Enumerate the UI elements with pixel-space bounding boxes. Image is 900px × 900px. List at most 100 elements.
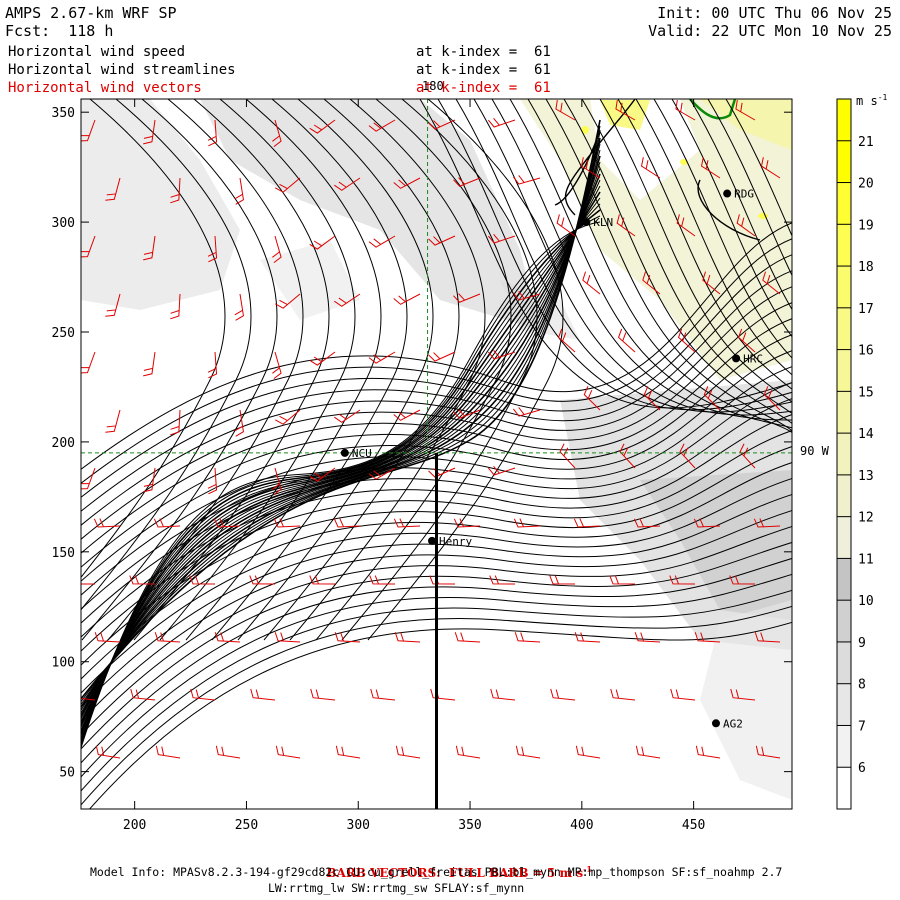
wind-barb	[702, 271, 721, 295]
x-tick-label: 200	[123, 818, 146, 833]
wind-barb	[549, 575, 576, 585]
streamline	[89, 621, 792, 809]
streamline	[81, 221, 601, 750]
wind-barb	[487, 465, 516, 476]
wind-barb	[105, 177, 121, 201]
streamline	[81, 494, 792, 708]
streamline	[81, 131, 601, 706]
colorbar-label: 14	[858, 427, 874, 442]
colorbar-segment	[837, 433, 851, 475]
station-label: AG2	[723, 717, 743, 730]
station-marker	[340, 448, 349, 457]
wind-barb	[700, 157, 721, 179]
wind-barb	[675, 100, 696, 121]
colorbar-label: 11	[858, 552, 874, 567]
wind-barb	[310, 688, 336, 701]
wind-barb	[368, 351, 396, 364]
wind-barb	[309, 467, 336, 482]
streamline	[81, 99, 226, 579]
x-axis: 200 250 300 350 400 450	[123, 99, 705, 833]
colorbar-label: 6	[858, 761, 866, 776]
streamline	[81, 334, 792, 568]
wind-barb	[368, 235, 396, 248]
wind-barb	[575, 745, 601, 759]
station-label: Henry	[439, 535, 472, 548]
streamline	[81, 173, 601, 727]
wind-barb	[574, 632, 601, 643]
y-axis: 50 100 150 200 250 300 350	[52, 106, 792, 781]
wind-barb	[739, 443, 756, 469]
streamline	[81, 125, 601, 703]
station-marker	[428, 536, 437, 545]
wind-barb	[487, 117, 516, 128]
wind-barb	[94, 632, 121, 643]
wind-barb	[643, 386, 661, 411]
wind-barb	[753, 518, 781, 528]
streamline	[509, 99, 792, 429]
coastline	[554, 99, 761, 241]
streamline	[81, 382, 792, 610]
stations: KLN RDG HRC NCU Henry AG2	[340, 188, 763, 730]
wind-barb	[615, 100, 636, 121]
wind-barb	[334, 177, 361, 191]
colorbar-label: 9	[858, 636, 866, 651]
streamline	[263, 99, 460, 641]
streamline	[81, 478, 792, 694]
colorbar-segment	[837, 725, 851, 768]
streamline	[689, 99, 792, 311]
colorbar-label: 7	[858, 719, 866, 734]
wind-barb	[633, 518, 661, 528]
streamline	[81, 197, 601, 738]
wind-barb	[693, 518, 721, 528]
wind-barb	[515, 745, 541, 759]
streamline	[81, 510, 792, 722]
streamline	[455, 99, 792, 413]
wind-barb	[155, 745, 181, 759]
wind-barb	[670, 688, 696, 701]
wind-barb	[640, 157, 661, 179]
forecast-hour: Fcst: 118 h	[5, 22, 114, 40]
wind-barb	[557, 328, 576, 353]
streamline	[81, 238, 792, 484]
wind-barb	[513, 518, 541, 528]
model-title: AMPS 2.67-km WRF SP	[5, 4, 177, 22]
wind-barbs	[81, 100, 781, 759]
wind-barb	[550, 688, 576, 701]
wind-barb	[309, 351, 336, 366]
streamline	[635, 99, 792, 376]
streamline	[81, 541, 792, 750]
wind-barb	[170, 293, 181, 320]
field-streamline-name: Horizontal wind streamlines	[8, 62, 236, 78]
wind-barb	[487, 349, 516, 360]
colorbar-segment	[837, 224, 851, 267]
wind-barb	[95, 745, 121, 759]
wind-barb	[428, 119, 456, 130]
y-tick-label: 50	[59, 766, 75, 781]
wind-barb	[154, 632, 181, 643]
meridian-label: 180	[422, 79, 444, 93]
y-tick-label: 350	[52, 106, 75, 121]
wind-barb	[455, 745, 481, 759]
speed-shading	[81, 99, 792, 800]
wind-barb	[453, 518, 481, 528]
wind-barb	[272, 119, 282, 147]
wind-barb	[609, 575, 636, 585]
wind-barb	[369, 575, 396, 585]
wind-barb	[207, 235, 218, 263]
streamline	[527, 99, 792, 434]
wind-barb	[393, 409, 421, 421]
wind-barb	[514, 632, 541, 643]
station-label: NCU	[352, 447, 372, 460]
valid-time: Valid: 22 UTC Mon 10 Nov 25	[648, 22, 892, 40]
x-tick-label: 300	[347, 818, 370, 833]
barb-note: BARB VECTORS: FULL BARB = 5 m s-1	[318, 850, 592, 880]
streamline	[81, 215, 601, 747]
wind-barb	[676, 214, 696, 237]
model-info-line-2: LW:rrtmg_lw SW:rrtmg_sw SFLAY:sf_mynn	[268, 881, 525, 895]
station-marker	[723, 189, 732, 198]
field-vector-level: at k-index = 61	[416, 80, 551, 96]
wind-barb	[368, 119, 396, 132]
wind-barb	[583, 386, 601, 411]
colorbar-label: 21	[858, 135, 874, 150]
wind-barb	[129, 575, 156, 585]
